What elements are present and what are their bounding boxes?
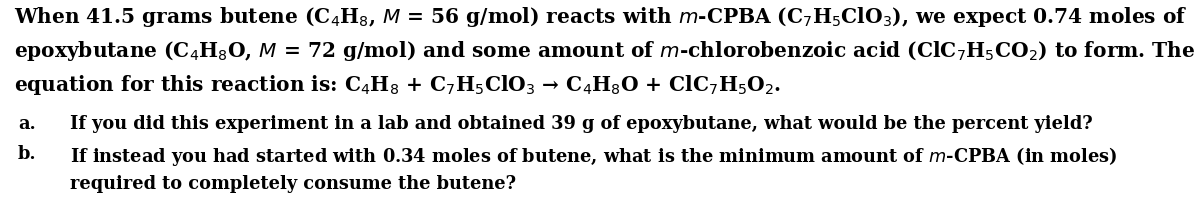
Text: When 41.5 grams butene (C$_4$H$_8$, $M$ = 56 g/mol) reacts with $m$-CPBA (C$_7$H: When 41.5 grams butene (C$_4$H$_8$, $M$ … <box>14 5 1187 29</box>
Text: If you did this experiment in a lab and obtained 39 g of epoxybutane, what would: If you did this experiment in a lab and … <box>70 115 1093 133</box>
Text: a.: a. <box>18 115 36 133</box>
Text: If instead you had started with 0.34 moles of butene, what is the minimum amount: If instead you had started with 0.34 mol… <box>70 145 1117 168</box>
Text: epoxybutane (C$_4$H$_8$O, $M$ = 72 g/mol) and some amount of $m$-chlorobenzoic a: epoxybutane (C$_4$H$_8$O, $M$ = 72 g/mol… <box>14 39 1200 63</box>
Text: equation for this reaction is: C$_4$H$_8$ + C$_7$H$_5$ClO$_3$ → C$_4$H$_8$O + Cl: equation for this reaction is: C$_4$H$_8… <box>14 73 781 97</box>
Text: b.: b. <box>18 145 37 163</box>
Text: required to completely consume the butene?: required to completely consume the buten… <box>70 175 516 193</box>
